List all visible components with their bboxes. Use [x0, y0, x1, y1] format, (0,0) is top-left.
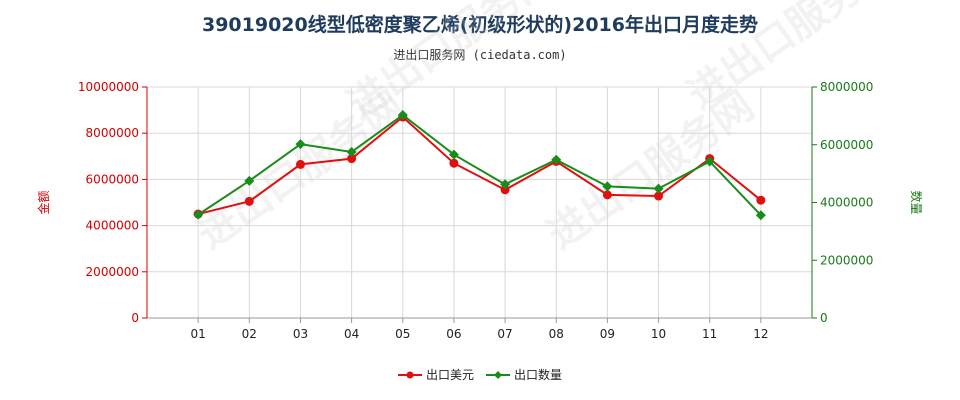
- x-axis-tick-label: 05: [395, 327, 410, 341]
- x-axis-tick-label: 04: [344, 327, 359, 341]
- series-point-1: [704, 156, 715, 167]
- legend: 出口美元 出口数量: [398, 367, 562, 382]
- x-axis-tick-label: 02: [242, 327, 257, 341]
- x-axis-tick-label: 01: [191, 327, 206, 341]
- right-axis-tick-label: 6000000: [820, 138, 873, 152]
- series-point-1: [755, 210, 766, 221]
- left-axis-tick-label: 10000000: [78, 80, 139, 94]
- series-point-1: [448, 149, 459, 160]
- chart-title: 39019020线型低密度聚乙烯(初级形状的)2016年出口月度走势: [201, 14, 758, 36]
- x-axis-tick-label: 09: [600, 327, 615, 341]
- x-axis-tick-label: 12: [753, 327, 768, 341]
- series-point-0: [449, 158, 459, 168]
- left-axis-tick-label: 6000000: [86, 172, 139, 186]
- x-axis-tick-label: 11: [702, 327, 717, 341]
- axes: 0200000040000006000000800000010000000020…: [36, 80, 924, 341]
- left-axis-title: 金额: [36, 190, 51, 214]
- right-axis-tick-label: 4000000: [820, 196, 873, 210]
- left-axis-tick-label: 4000000: [86, 219, 139, 233]
- x-axis-tick-label: 07: [497, 327, 512, 341]
- series-point-0: [602, 190, 612, 200]
- series-point-1: [397, 110, 408, 121]
- right-axis-tick-label: 8000000: [820, 80, 873, 94]
- series-point-1: [653, 183, 664, 194]
- series-point-0: [500, 185, 510, 195]
- x-axis-tick-label: 06: [446, 327, 461, 341]
- right-axis-title: 数量: [909, 190, 924, 214]
- watermark-text: 进出口服务网: [339, 0, 562, 128]
- series-line-1: [197, 113, 762, 216]
- series-point-1: [244, 175, 255, 186]
- x-axis-tick-label: 08: [549, 327, 564, 341]
- legend-label-0: 出口美元: [426, 368, 474, 382]
- series-layer: [193, 110, 766, 221]
- series-point-0: [244, 196, 254, 206]
- x-axis-tick-label: 03: [293, 327, 308, 341]
- right-axis-tick-label: 2000000: [820, 253, 873, 267]
- legend-label-1: 出口数量: [514, 367, 562, 382]
- series-point-1: [346, 146, 357, 157]
- x-axis-tick-label: 10: [651, 327, 666, 341]
- chart-subtitle: 进出口服务网 (ciedata.com): [393, 48, 567, 62]
- left-axis-tick-label: 8000000: [86, 126, 139, 140]
- series-point-0: [654, 191, 664, 201]
- series-point-1: [295, 139, 306, 150]
- right-axis-tick-label: 0: [820, 311, 828, 325]
- left-axis-tick-label: 2000000: [86, 265, 139, 279]
- left-axis-tick-label: 0: [131, 311, 139, 325]
- legend-swatch-marker-1: [494, 371, 502, 379]
- watermark-text: 进出口服务网: [539, 83, 762, 258]
- series-point-0: [347, 154, 357, 164]
- series-point-1: [551, 154, 562, 165]
- series-point-1: [602, 181, 613, 192]
- legend-swatch-marker-0: [406, 371, 414, 379]
- watermark-text: 进出口服务网: [679, 0, 902, 118]
- series-point-1: [500, 179, 511, 190]
- series-point-0: [756, 195, 766, 205]
- series-line-0: [197, 115, 762, 216]
- series-point-0: [295, 159, 305, 169]
- series-point-1: [193, 209, 204, 220]
